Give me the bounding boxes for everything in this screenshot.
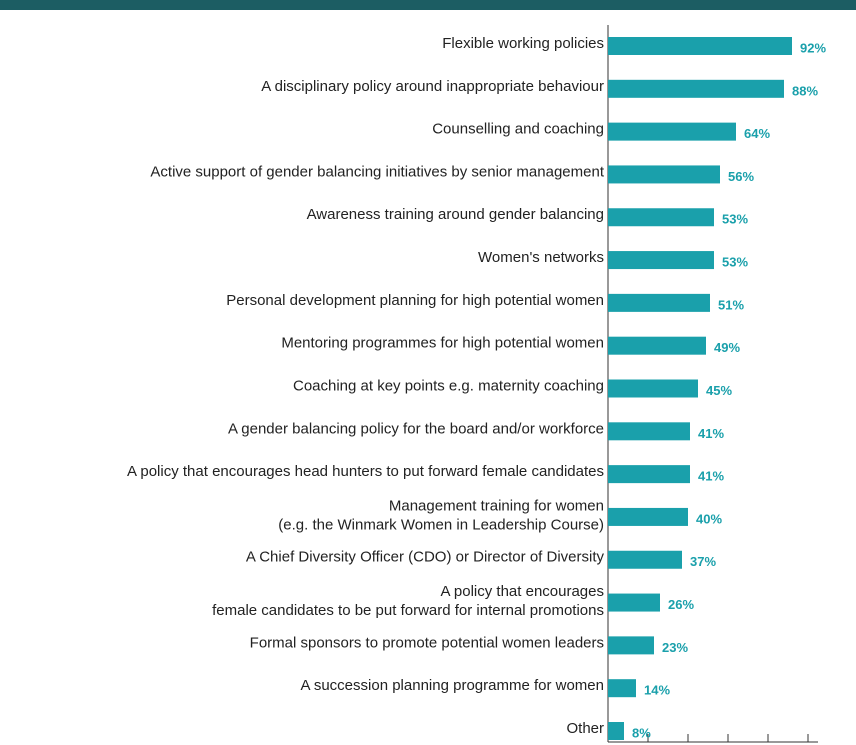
category-line: Management training for women bbox=[389, 497, 604, 514]
bar bbox=[608, 465, 690, 484]
bar bbox=[608, 422, 690, 441]
value-label: 88% bbox=[792, 83, 818, 98]
bar bbox=[608, 251, 714, 270]
bar bbox=[608, 293, 710, 312]
category-label: Counselling and coaching bbox=[432, 121, 604, 138]
category-label: A succession planning programme for wome… bbox=[301, 677, 605, 694]
value-label: 49% bbox=[714, 340, 740, 355]
category-line: A policy that encourages bbox=[441, 583, 604, 600]
bar bbox=[608, 336, 706, 355]
category-label: Other bbox=[566, 720, 604, 737]
value-label: 37% bbox=[690, 554, 716, 569]
bar bbox=[608, 122, 736, 141]
value-label: 23% bbox=[662, 640, 688, 655]
value-label: 64% bbox=[744, 126, 770, 141]
value-label: 51% bbox=[718, 297, 744, 312]
bar bbox=[608, 379, 698, 398]
value-label: 26% bbox=[668, 597, 694, 612]
category-label: A Chief Diversity Officer (CDO) or Direc… bbox=[246, 549, 605, 566]
category-label: A disciplinary policy around inappropria… bbox=[261, 78, 604, 95]
value-label: 40% bbox=[696, 511, 722, 526]
bar bbox=[608, 37, 792, 55]
value-label: 92% bbox=[800, 40, 826, 55]
category-label: A policy that encourages head hunters to… bbox=[127, 463, 604, 480]
category-label: Personal development planning for high p… bbox=[226, 292, 604, 309]
bar bbox=[608, 165, 720, 184]
category-label: A gender balancing policy for the board … bbox=[228, 420, 604, 437]
category-label: Coaching at key points e.g. maternity co… bbox=[293, 377, 604, 394]
bar bbox=[608, 722, 624, 740]
value-label: 53% bbox=[722, 255, 748, 270]
bar bbox=[608, 679, 636, 698]
value-label: 14% bbox=[644, 683, 670, 698]
value-label: 56% bbox=[728, 169, 754, 184]
category-label: Active support of gender balancing initi… bbox=[150, 163, 604, 180]
bar bbox=[608, 636, 654, 655]
bar bbox=[608, 79, 784, 98]
value-label: 53% bbox=[722, 212, 748, 227]
value-label: 45% bbox=[706, 383, 732, 398]
category-line: (e.g. the Winmark Women in Leadership Co… bbox=[278, 516, 604, 533]
bar bbox=[608, 593, 660, 612]
value-label: 8% bbox=[632, 725, 651, 740]
category-label: Mentoring programmes for high potential … bbox=[281, 335, 604, 352]
category-label: Flexible working policies bbox=[442, 35, 604, 52]
header-band bbox=[0, 0, 856, 10]
category-label: Management training for women (e.g. the W… bbox=[278, 497, 604, 533]
category-line: female candidates to be put forward for … bbox=[212, 602, 604, 619]
category-label: A policy that encourages female candidate… bbox=[212, 583, 604, 619]
value-label: 41% bbox=[698, 469, 724, 484]
category-label: Awareness training around gender balanci… bbox=[307, 206, 604, 223]
bar bbox=[608, 208, 714, 227]
bar bbox=[608, 550, 682, 569]
value-label: 41% bbox=[698, 426, 724, 441]
category-label: Formal sponsors to promote potential wom… bbox=[250, 634, 604, 651]
bar bbox=[608, 507, 688, 526]
category-label: Women's networks bbox=[478, 249, 604, 266]
